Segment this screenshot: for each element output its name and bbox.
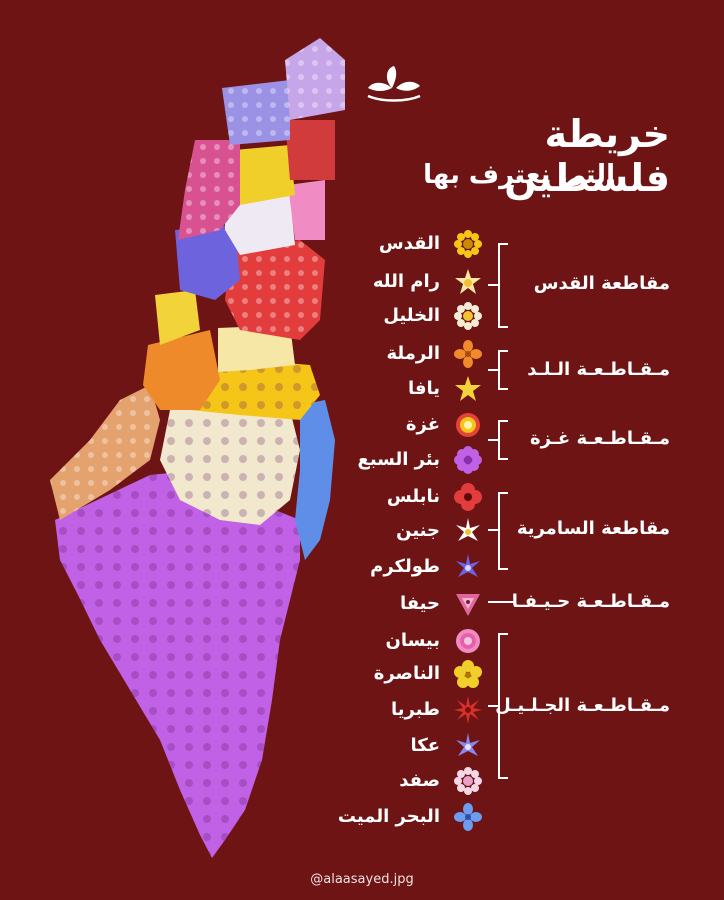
bracket-mid-jerusalem — [488, 284, 498, 286]
leaves-logo-icon — [367, 66, 421, 102]
district-jerusalem: مقاطعة القدس — [533, 273, 670, 294]
city-label-nablus: نابلس — [386, 486, 440, 507]
yellow-star-icon — [455, 376, 481, 401]
map-region-baysan — [288, 180, 325, 240]
bracket-samaria — [498, 492, 508, 570]
district-haifa: مـقـاطـعـة حـيـفـا — [511, 591, 670, 612]
map-region-dead-sea — [295, 400, 335, 560]
city-label-tiberias: طبريا — [390, 699, 440, 720]
map-region-nazareth — [235, 145, 295, 205]
map-region-galilee-east — [285, 120, 335, 180]
white-pink-daisy-icon — [454, 767, 482, 795]
red-poppy-icon — [454, 483, 482, 511]
city-label-jenin: جنين — [396, 520, 440, 541]
map-region-ramallah — [218, 325, 295, 372]
district-samaria: مقاطعة السامرية — [516, 518, 670, 539]
city-label-tulkarm: طولكرم — [370, 556, 440, 577]
city-label-nazareth: الناصرة — [373, 663, 440, 684]
red-yellow-daisy-icon — [456, 413, 480, 437]
city-label-baysan: بيسان — [385, 630, 440, 651]
white-daisy-icon — [454, 302, 482, 330]
bracket-mid-galilee — [488, 705, 498, 707]
city-label-ramla: الرملة — [386, 343, 440, 364]
pink-triangle-flower-icon — [456, 594, 480, 616]
map-region-ramla — [143, 330, 220, 410]
city-label-ramallah: رام الله — [372, 271, 440, 292]
bracket-lydda — [498, 350, 508, 390]
red-spiky-flower-icon — [454, 696, 482, 724]
district-galilee: مـقـاطـعـة الجـلـيـل — [495, 695, 670, 716]
credit-handle: @alaasayed.jpg — [310, 872, 414, 887]
bracket-gaza — [498, 420, 508, 460]
yellow-daisy-icon — [454, 230, 482, 258]
city-label-safed: صفد — [399, 770, 440, 791]
city-label-jerusalem: القدس — [378, 233, 440, 254]
dash-haifa — [488, 601, 516, 603]
page-subtitle: التي نعترف بها — [423, 160, 615, 190]
orange-four-petal-icon — [454, 340, 482, 368]
bracket-mid-lydda — [488, 369, 498, 371]
map-region-jaffa — [155, 290, 200, 345]
bracket-mid-gaza — [488, 439, 498, 441]
white-star-flower-icon — [456, 518, 480, 541]
bracket-galilee — [498, 633, 508, 779]
city-label-haifa: حيفا — [399, 593, 440, 614]
bracket-mid-samaria — [488, 529, 498, 531]
purple-flower-icon — [454, 446, 482, 474]
bracket-jerusalem — [498, 243, 508, 328]
district-lydda: مـقـاطـعـة الـلـد — [527, 359, 670, 380]
map-region-tulkarm — [175, 225, 240, 300]
violet-star-flower-icon — [456, 554, 480, 577]
district-gaza: مـقـاطـعـة غـزة — [529, 428, 670, 449]
blue-four-petal-icon — [454, 803, 482, 831]
city-label-dead-sea: البحر الميت — [337, 806, 440, 827]
page-title: خريطة فلسطين — [504, 112, 670, 200]
city-label-hebron: الخليل — [383, 305, 440, 326]
cream-star-flower-icon — [455, 269, 481, 294]
city-label-gaza: غزة — [405, 414, 440, 435]
pink-rose-icon — [456, 629, 480, 653]
lavender-star-icon — [456, 733, 480, 756]
map-region-jenin — [225, 195, 295, 255]
city-label-acre: عكا — [410, 735, 440, 756]
city-label-jaffa: يافا — [407, 378, 440, 399]
yellow-five-petal-icon — [454, 660, 482, 688]
city-label-beersheba: بئر السبع — [357, 449, 440, 470]
